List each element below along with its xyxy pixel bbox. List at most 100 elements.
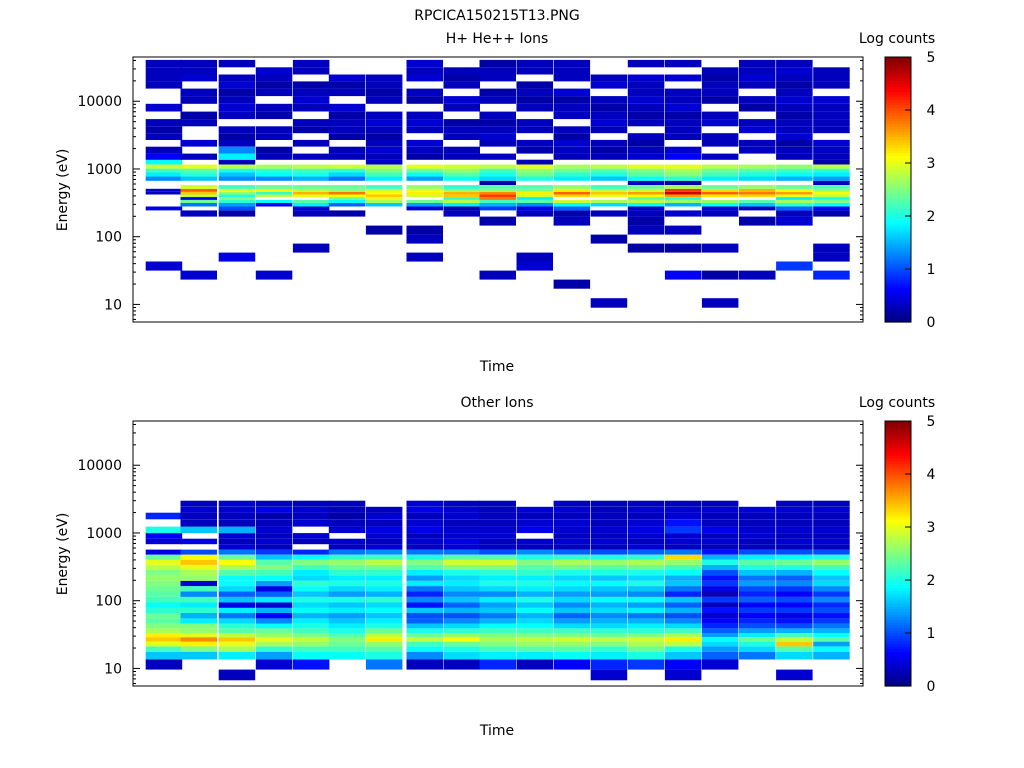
heatmap-cell [180, 153, 217, 160]
heatmap-cell [180, 580, 217, 587]
heatmap-cell [590, 119, 628, 127]
heatmap-cell [776, 185, 813, 189]
heatmap-cell [664, 586, 702, 592]
colorbar-gradient-step [885, 62, 911, 66]
heatmap-cell [813, 185, 850, 189]
heatmap-cell [292, 88, 330, 97]
top-heatmap-cells [145, 59, 850, 308]
heatmap-cell [328, 126, 366, 134]
colorbar-gradient-step [885, 656, 911, 661]
bottom-x-axis-title: Time [479, 723, 514, 739]
heatmap-cell [479, 119, 516, 127]
heatmap-cell [406, 185, 443, 189]
heatmap-cell [664, 203, 702, 207]
heatmap-cell [553, 526, 591, 534]
heatmap-cell [739, 549, 776, 555]
heatmap-cell [218, 533, 256, 539]
colorbar-gradient-step [885, 569, 911, 573]
heatmap-cell [479, 602, 516, 608]
heatmap-cell [590, 153, 628, 160]
heatmap-cell [218, 146, 256, 154]
heatmap-cell [776, 519, 813, 527]
heatmap-cell [553, 613, 591, 619]
heatmap-cell [516, 126, 553, 134]
heatmap-cell [701, 519, 739, 527]
heatmap-cell [664, 96, 702, 104]
heatmap-cell [365, 133, 403, 140]
colorbar-gradient-step [885, 654, 911, 658]
heatmap-cell [664, 74, 702, 82]
colorbar-gradient-step [885, 205, 911, 209]
heatmap-cell [553, 126, 591, 134]
heatmap-cell [553, 103, 591, 112]
heatmap-cell [145, 651, 183, 660]
heatmap-cell [406, 199, 443, 203]
heatmap-cell [479, 191, 516, 195]
colorbar-tick-label: 1 [927, 262, 936, 278]
heatmap-cell [627, 206, 665, 211]
heatmap-cell [365, 591, 403, 597]
heatmap-cell [443, 153, 480, 160]
heatmap-cell [145, 191, 183, 195]
heatmap-cell [406, 119, 443, 127]
heatmap-cell [813, 506, 850, 513]
heatmap-cell [590, 139, 628, 147]
heatmap-cell [145, 146, 183, 154]
colorbar-gradient-step [885, 598, 911, 602]
heatmap-cell [218, 126, 256, 134]
heatmap-cell [739, 506, 776, 513]
heatmap-cell [255, 126, 293, 134]
colorbar-gradient-step [885, 258, 911, 262]
colorbar-gradient-step [885, 450, 911, 454]
heatmap-cell [553, 554, 591, 560]
heatmap-cell [516, 172, 553, 177]
heatmap-cell [516, 81, 553, 89]
heatmap-cell [443, 176, 480, 181]
heatmap-cell [406, 651, 443, 660]
heatmap-cell [813, 526, 850, 534]
heatmap-cell [739, 641, 776, 647]
heatmap-cell [701, 533, 739, 539]
heatmap-cell [590, 164, 628, 169]
heatmap-cell [145, 564, 183, 570]
heatmap-cell [813, 176, 850, 181]
heatmap-cell [479, 538, 516, 545]
heatmap-cell [553, 139, 591, 147]
heatmap-cell [145, 586, 183, 592]
heatmap-cell [218, 623, 256, 629]
heatmap-cell [664, 597, 702, 603]
heatmap-cell [590, 559, 628, 565]
heatmap-cell [365, 586, 403, 592]
heatmap-cell [218, 199, 256, 203]
heatmap-cell [590, 74, 628, 82]
heatmap-cell [701, 602, 739, 608]
heatmap-cell [328, 512, 366, 520]
heatmap-cell [292, 651, 330, 660]
heatmap-cell [776, 602, 813, 608]
colorbar-gradient-step [885, 165, 911, 169]
heatmap-cell [365, 607, 403, 613]
heatmap-cell [365, 533, 403, 539]
heatmap-cell [255, 637, 293, 642]
heatmap-cell [627, 96, 665, 104]
heatmap-cell [664, 191, 702, 195]
heatmap-cell [255, 628, 293, 633]
heatmap-cell [664, 119, 702, 127]
heatmap-cell [516, 623, 553, 629]
heatmap-cell [255, 199, 293, 203]
heatmap-cell [739, 623, 776, 629]
heatmap-cell [701, 538, 739, 545]
heatmap-cell [479, 176, 516, 181]
heatmap-cell [292, 538, 330, 545]
colorbar-gradient-step [885, 479, 911, 483]
colorbar-gradient-step [885, 261, 911, 265]
heatmap-cell [776, 153, 813, 160]
heatmap-cell [479, 564, 516, 570]
colorbar-gradient-step [885, 123, 911, 127]
heatmap-cell [255, 519, 293, 527]
heatmap-cell [292, 575, 330, 581]
heatmap-cell [328, 500, 366, 507]
heatmap-cell [701, 526, 739, 534]
heatmap-cell [813, 607, 850, 613]
heatmap-cell [776, 59, 813, 68]
